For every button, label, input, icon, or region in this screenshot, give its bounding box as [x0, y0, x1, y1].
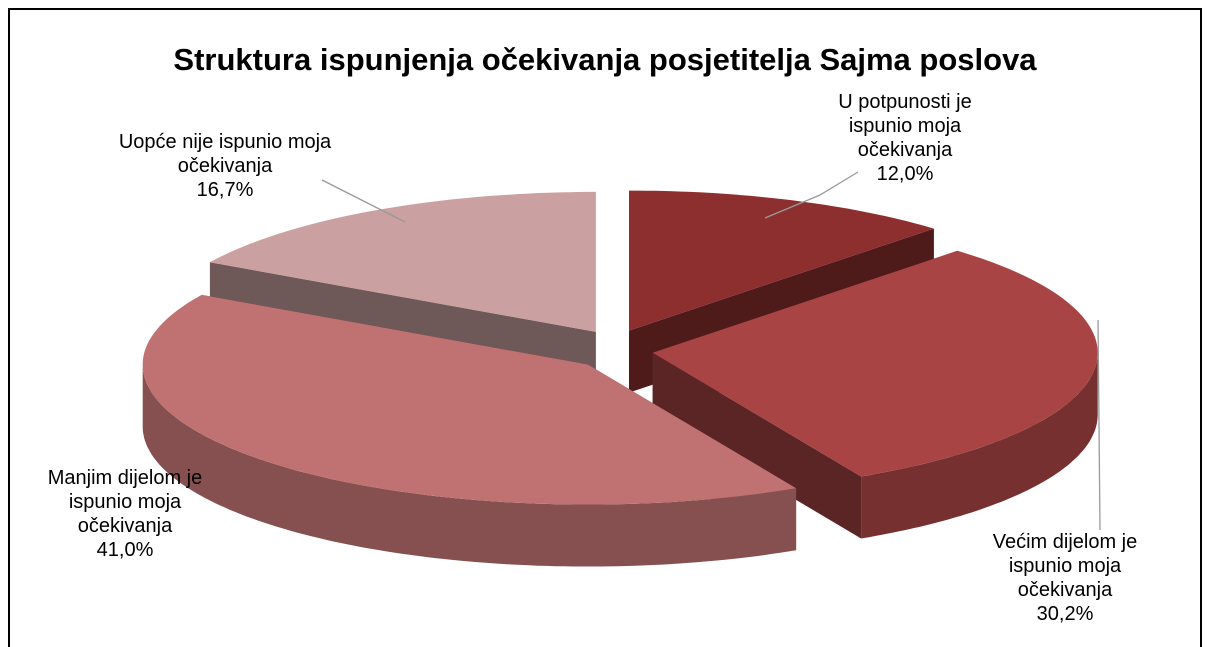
value-label: 16,7% [196, 179, 254, 201]
chart-title: Struktura ispunjenja očekivanja posjetit… [173, 42, 1037, 77]
leader-line [764, 171, 859, 219]
data-label: Većim dijelom je ispunio moja očekivanja… [985, 530, 1145, 626]
pie [142, 190, 1098, 567]
category-label: Uopće nije ispunio moja očekivanja [118, 131, 332, 177]
slice [142, 294, 797, 505]
slice [652, 250, 1098, 477]
leader-line [321, 179, 406, 223]
value-label: 12,0% [876, 163, 934, 185]
data-label: Uopće nije ispunio moja očekivanja 16,7% [105, 130, 345, 202]
leader-lines [321, 171, 1101, 531]
frame [8, 8, 1202, 647]
data-label: U potpunosti je ispunio moja očekivanja 1… [830, 90, 980, 186]
slice [629, 190, 934, 331]
slice-wall [861, 352, 1098, 539]
slice [209, 191, 596, 332]
category-label: U potpunosti je ispunio moja očekivanja [838, 91, 972, 161]
value-label: 30,2% [1036, 603, 1094, 625]
value-label: 41,0% [96, 539, 154, 561]
slice-wall [142, 364, 797, 567]
category-label: Većim dijelom je ispunio moja očekivanja [992, 531, 1138, 601]
slice-side [652, 352, 862, 539]
category-label: Manjim dijelom je ispunio moja očekivanj… [47, 467, 203, 537]
leader-line [1097, 319, 1101, 531]
data-label: Manjim dijelom je ispunio moja očekivanj… [20, 466, 230, 562]
